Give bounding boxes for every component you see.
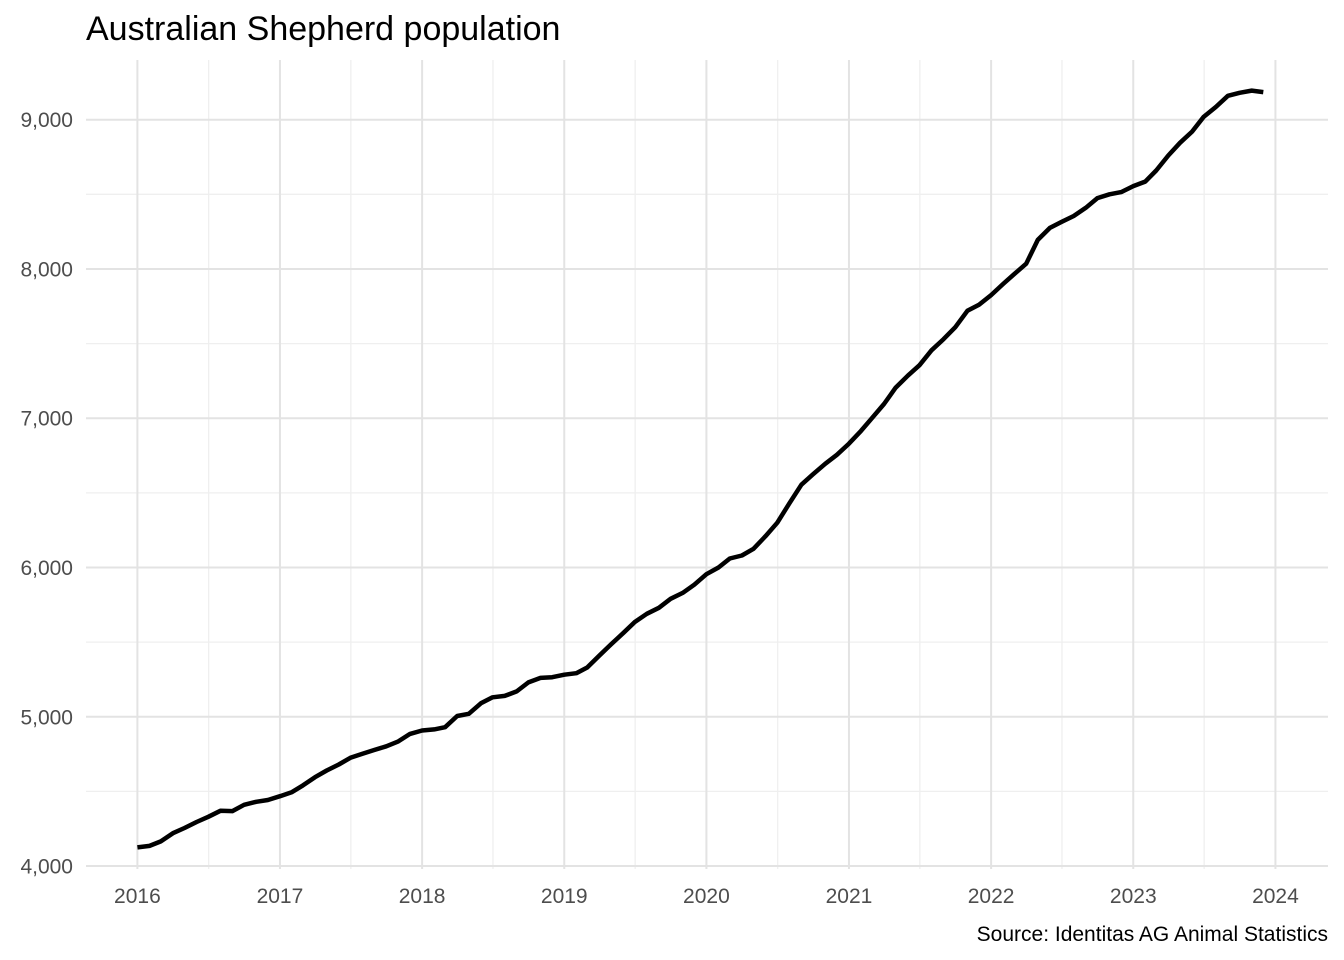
y-tick-label: 7,000 xyxy=(20,408,73,431)
y-tick-label: 9,000 xyxy=(20,109,73,132)
x-tick-label: 2019 xyxy=(541,885,588,908)
x-tick-label: 2016 xyxy=(114,885,161,908)
x-tick-label: 2022 xyxy=(968,885,1015,908)
x-tick-label: 2021 xyxy=(826,885,873,908)
major-gridlines xyxy=(86,60,1328,869)
chart-title: Australian Shepherd population xyxy=(86,10,560,48)
x-tick-label: 2017 xyxy=(257,885,304,908)
y-tick-label: 6,000 xyxy=(20,557,73,580)
x-tick-label: 2023 xyxy=(1110,885,1157,908)
series-group xyxy=(137,88,1264,850)
x-tick-label: 2020 xyxy=(683,885,730,908)
chart-caption: Source: Identitas AG Animal Statistics xyxy=(977,923,1328,946)
y-tick-label: 4,000 xyxy=(20,856,73,879)
x-tick-label: 2024 xyxy=(1252,885,1299,908)
y-tick-label: 5,000 xyxy=(20,706,73,729)
population-line xyxy=(137,88,1264,850)
y-axis: 4,000 5,000 6,000 7,000 8,000 9,000 xyxy=(20,109,73,878)
x-tick-label: 2018 xyxy=(399,885,446,908)
x-axis: 2016 2017 2018 2019 2020 2021 2022 2023 2024 xyxy=(114,885,1299,908)
y-tick-label: 8,000 xyxy=(20,258,73,281)
